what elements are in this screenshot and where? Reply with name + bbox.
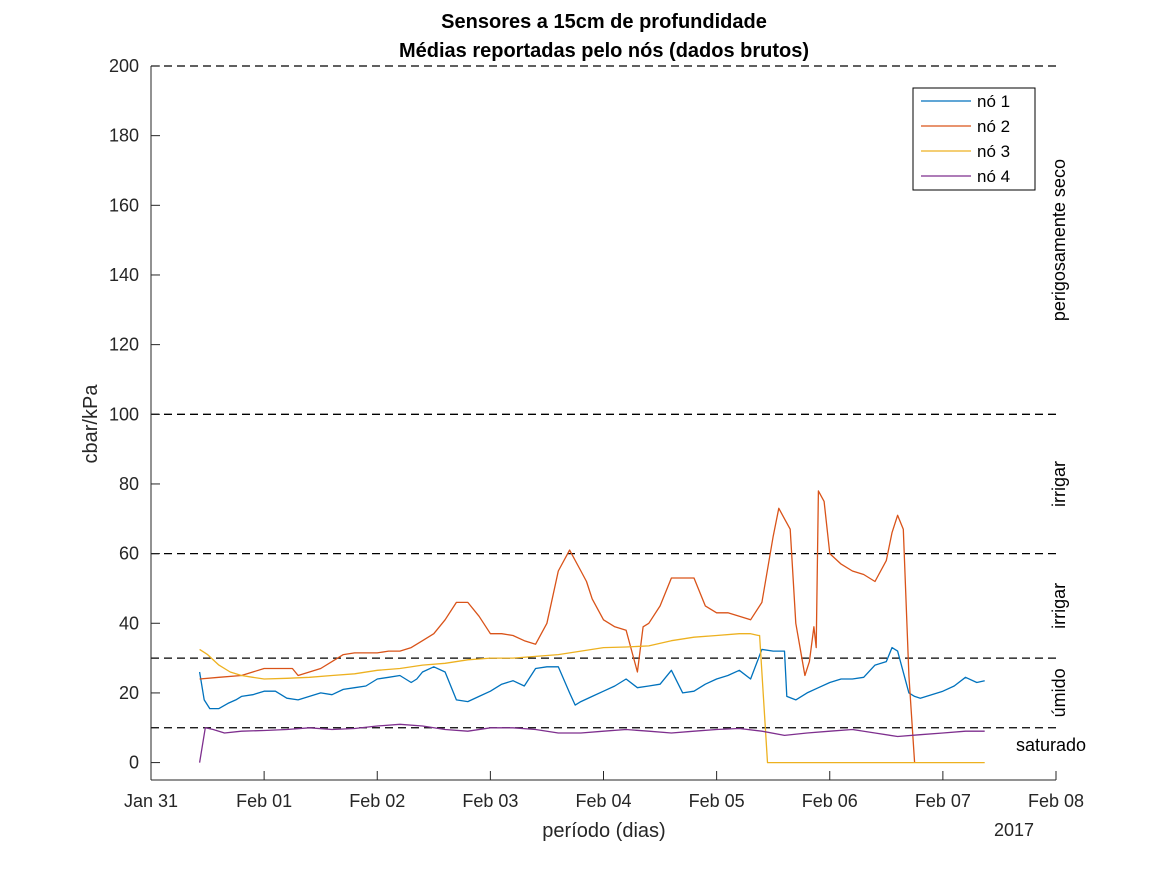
series-line-1 (198, 646, 985, 710)
x-tick-label: Feb 04 (575, 791, 631, 811)
zone-label-1: perigosamente seco (1049, 159, 1069, 321)
legend-box (912, 87, 1036, 191)
zone-label-2: irrigar (1049, 461, 1069, 507)
legend-entry-3: nó 3 (977, 142, 1010, 161)
x-year-label: 2017 (994, 820, 1034, 840)
y-tick-label: 80 (119, 474, 139, 494)
series-line-3 (199, 633, 985, 764)
legend: nó 1 nó 2 nó 3 nó 4 (912, 87, 1036, 191)
y-tick-label: 140 (109, 265, 139, 285)
chart-title: Sensores a 15cm de profundidade (441, 11, 767, 33)
y-tick-label: 40 (119, 613, 139, 633)
plot-area: 0 20 40 60 80 100 120 140 160 180 200 Jan 31 Feb 01 F… (109, 56, 1086, 811)
y-tick-label: 160 (109, 195, 139, 215)
legend-entry-1: nó 1 (977, 92, 1010, 111)
y-tick-label: 100 (109, 404, 139, 424)
y-tick-label: 200 (109, 56, 139, 76)
legend-entry-2: nó 2 (977, 117, 1010, 136)
y-axis-label: cbar/kPa (80, 384, 102, 464)
y-tick-label: 60 (119, 544, 139, 564)
x-tick-label: Feb 03 (462, 791, 518, 811)
y-tick-label: 180 (109, 126, 139, 146)
zone-label-4: úmido (1049, 668, 1069, 717)
x-tick-label: Feb 05 (689, 791, 745, 811)
x-tick-label: Feb 06 (802, 791, 858, 811)
y-tick-label: 20 (119, 683, 139, 703)
y-tick-label: 120 (109, 335, 139, 355)
legend-entry-4: nó 4 (977, 167, 1010, 186)
zone-label-3: irrigar (1049, 583, 1069, 629)
series-line-4 (198, 723, 985, 763)
x-tick-label: Jan 31 (124, 791, 178, 811)
x-tick-label: Feb 07 (915, 791, 971, 811)
y-tick-label: 0 (129, 753, 139, 773)
series-line-2 (199, 490, 916, 763)
chart-subtitle: Médias reportadas pelo nós (dados brutos… (399, 40, 809, 62)
x-tick-label: Feb 02 (349, 791, 405, 811)
x-tick-label: Feb 01 (236, 791, 292, 811)
x-tick-label: Feb 08 (1028, 791, 1084, 811)
zone-label-5: saturado (1016, 735, 1086, 755)
x-axis-label: período (dias) (542, 820, 665, 842)
